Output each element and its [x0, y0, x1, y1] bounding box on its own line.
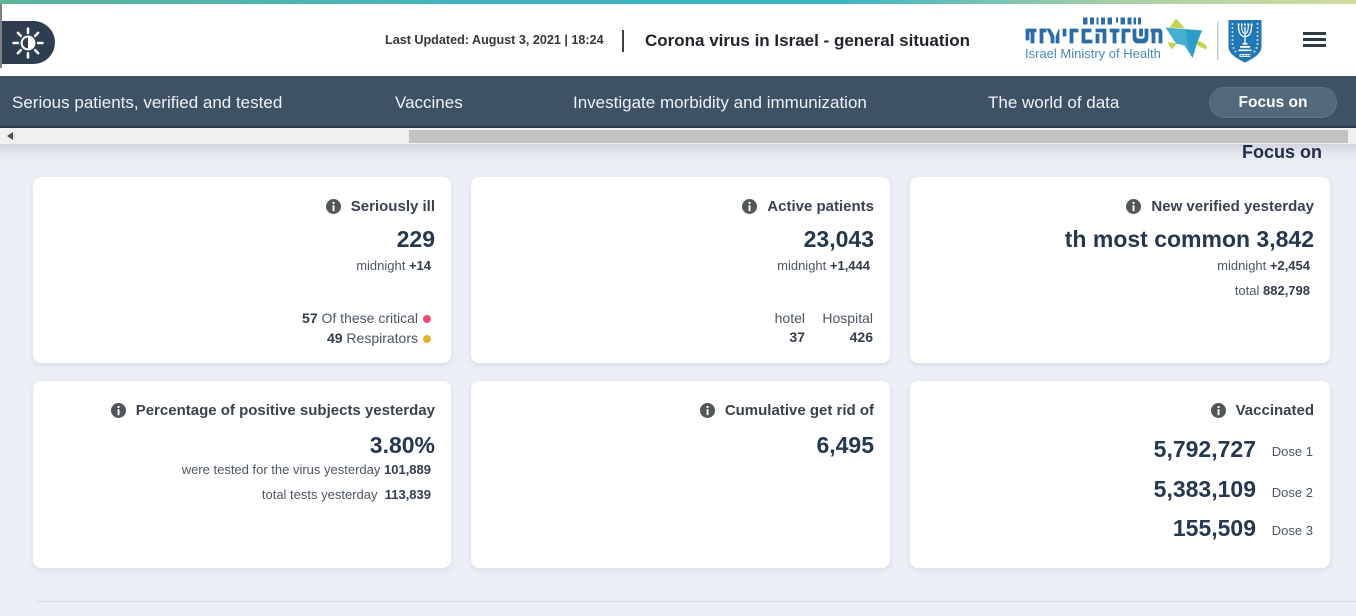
svg-text:Israel Ministry of Health: Israel Ministry of Health — [1025, 46, 1161, 61]
